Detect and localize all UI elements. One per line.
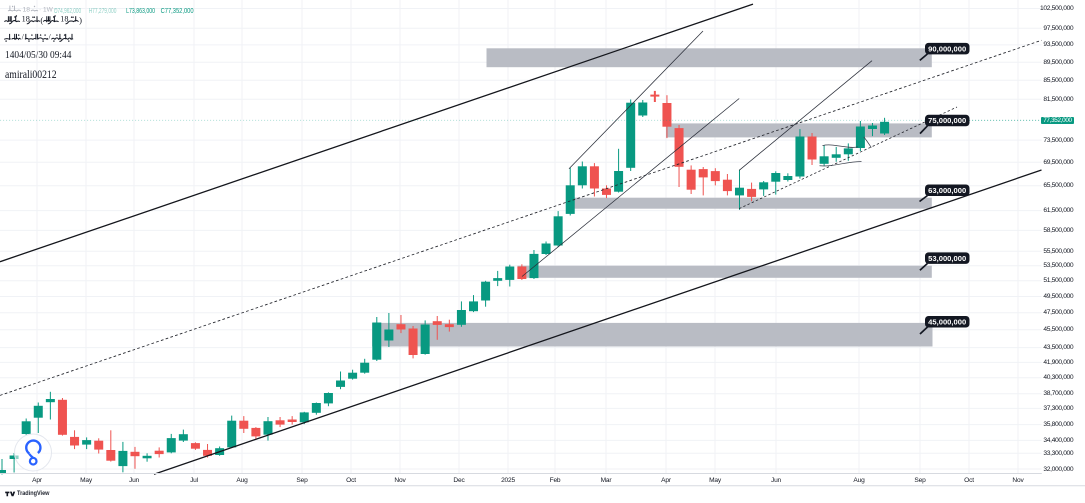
svg-text:18: 18 (22, 15, 30, 24)
svg-text:75,000,000: 75,000,000 (928, 116, 966, 125)
svg-text:53,000,000: 53,000,000 (928, 254, 966, 263)
svg-text:H77,279,000: H77,279,000 (89, 6, 117, 15)
svg-text:· 1W ·: · 1W · (39, 7, 57, 14)
svg-text:L73,863,000: L73,863,000 (126, 6, 155, 15)
svg-text:18: 18 (23, 7, 31, 14)
svg-text:): ) (79, 15, 82, 25)
svg-text:63,000,000: 63,000,000 (928, 186, 966, 195)
svg-text:(: ( (40, 15, 43, 25)
svg-text:45,000,000: 45,000,000 (928, 317, 966, 326)
svg-text:O74,962,000: O74,962,000 (54, 6, 81, 15)
svg-text:18: 18 (60, 15, 68, 24)
svg-text:90,000,000: 90,000,000 (928, 44, 966, 53)
svg-text:/: / (22, 32, 25, 41)
svg-text:/: / (49, 32, 52, 41)
svg-text:C77,352,000: C77,352,000 (161, 6, 194, 15)
